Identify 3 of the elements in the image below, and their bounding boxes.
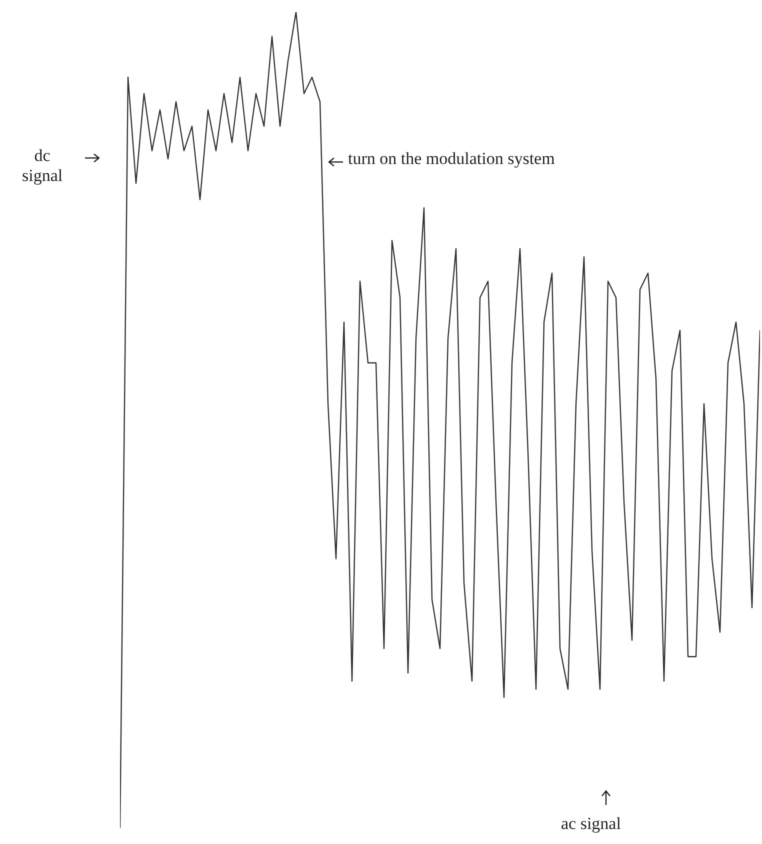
text: dc signal: [22, 146, 63, 186]
annotation: turn on the modulation system: [348, 149, 555, 169]
annotation: ac signal: [561, 814, 621, 834]
